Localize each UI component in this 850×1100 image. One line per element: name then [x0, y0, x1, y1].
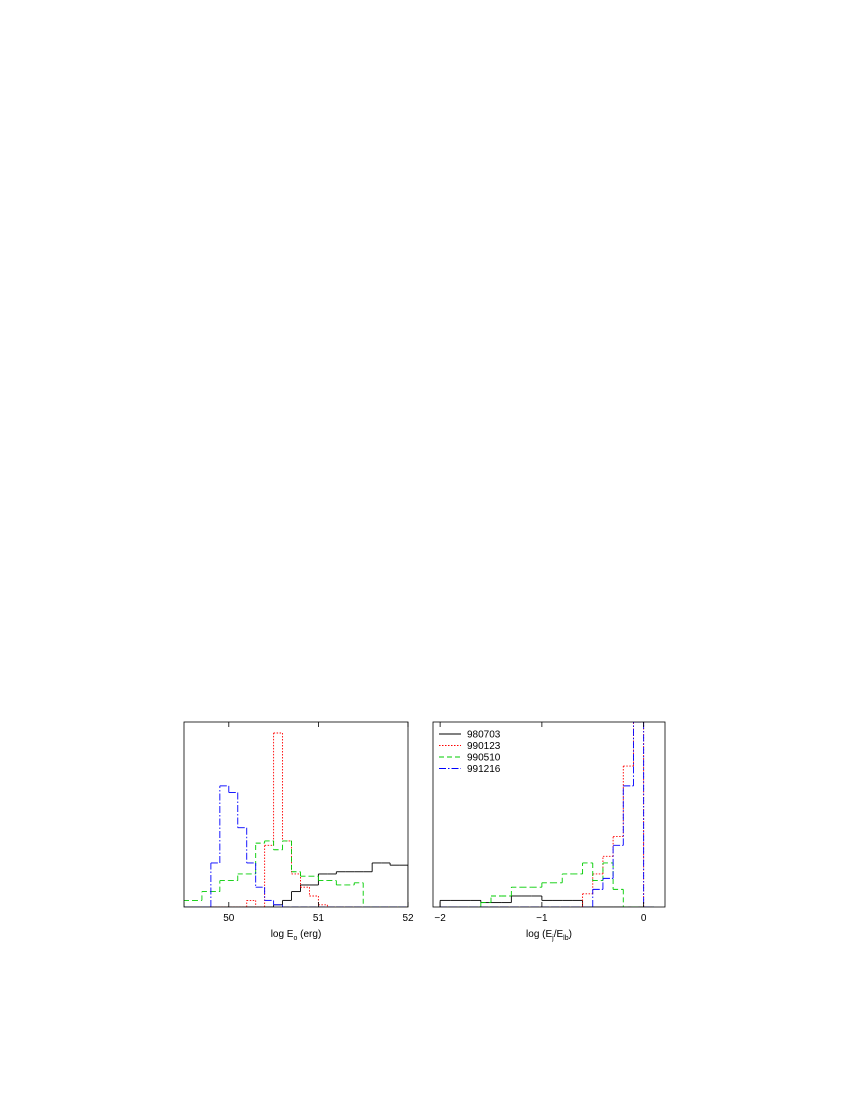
- x-tick-label: 51: [313, 913, 325, 924]
- x-axis-label-part: log E: [271, 929, 294, 940]
- x-tick-label: −2: [434, 913, 446, 924]
- x-tick-label: 0: [641, 913, 647, 924]
- x-axis-label-part: log (E: [526, 929, 552, 940]
- plot-frame: [183, 721, 409, 908]
- x-tick-label: −1: [536, 913, 548, 924]
- plot-area: [439, 722, 654, 907]
- plot-area: [184, 732, 408, 907]
- x-axis-label-subscript: o: [293, 935, 297, 942]
- x-axis-label-part: ): [569, 929, 572, 940]
- x-axis-label-part: /E: [554, 929, 564, 940]
- legend-label: 990510: [467, 753, 501, 764]
- x-axis-label-subscript: lb: [563, 935, 569, 942]
- plot-frame: [432, 721, 666, 908]
- x-axis-label-part: (erg): [297, 929, 321, 940]
- x-axis-label: log (Ej/Elb): [526, 929, 572, 942]
- x-tick-label: 52: [402, 913, 414, 924]
- legend-label: 991216: [467, 764, 501, 775]
- x-axis-label: log Eo (erg): [271, 929, 322, 942]
- legend-label: 980703: [467, 730, 501, 741]
- x-axis-label-subscript: j: [551, 935, 554, 942]
- x-tick-label: 50: [223, 913, 235, 924]
- legend-label: 990123: [467, 741, 501, 752]
